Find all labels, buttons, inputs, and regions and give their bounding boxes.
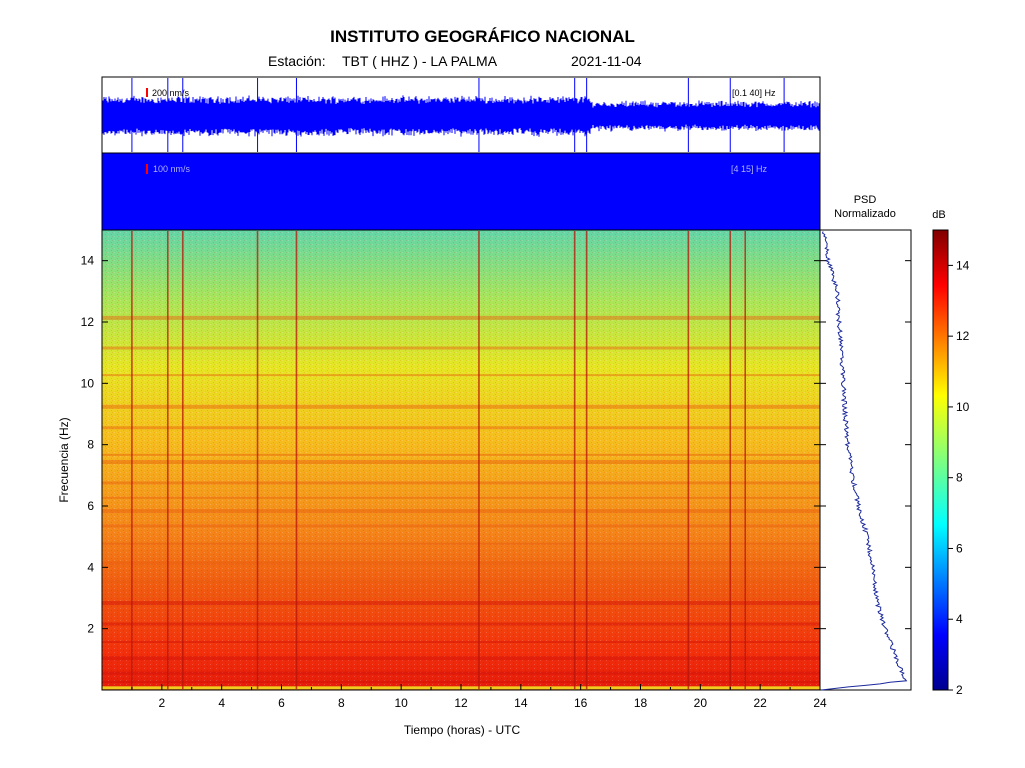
psd-title-line2: Normalizado — [834, 208, 896, 220]
spectrogram-band — [102, 601, 820, 606]
spectrogram-band — [102, 656, 820, 661]
colorbar-gradient — [932, 229, 949, 691]
x-tick-label: 2 — [158, 696, 165, 710]
trace1-waveform — [102, 95, 820, 137]
spectrogram-band — [102, 640, 820, 643]
spectrogram-band — [102, 561, 820, 566]
spectrogram-band — [102, 680, 820, 683]
y-tick-label: 8 — [87, 438, 94, 452]
psd-panel — [819, 229, 912, 691]
psd-title-line1: PSD — [853, 194, 877, 206]
psd-line — [821, 231, 908, 691]
x-tick-label: 22 — [753, 696, 767, 710]
spectrogram-band — [102, 594, 820, 597]
spectrogram-band — [102, 542, 820, 545]
x-tick-label: 12 — [454, 696, 468, 710]
y-tick-label: 2 — [87, 622, 94, 636]
spectrogram-bands — [102, 315, 820, 690]
y-tick-label: 6 — [87, 499, 94, 513]
y-axis-label: Frecuencia (Hz) — [57, 417, 71, 502]
colorbar-tick-label: 2 — [956, 683, 963, 697]
x-tick-label: 16 — [574, 696, 588, 710]
spectrogram-band — [102, 346, 820, 350]
x-axis-label: Tiempo (horas) - UTC — [404, 723, 521, 737]
trace1-scale-marker — [146, 88, 148, 97]
trace1-spikes — [131, 78, 785, 152]
y-axis-ticks: 2 4 6 8 10 12 14 — [81, 254, 820, 636]
figure-title: INSTITUTO GEOGRÁFICO NACIONAL — [330, 27, 635, 46]
date-value: 2021-11-04 — [571, 53, 642, 69]
x-tick-label: 4 — [218, 696, 225, 710]
trace1-band-label: [0.1 40] Hz — [732, 88, 776, 98]
colorbar-tick-label: 8 — [956, 471, 963, 485]
x-tick-label: 6 — [278, 696, 285, 710]
seismogram-trace-broadband: 200 nm/s [0.1 40] Hz — [101, 76, 821, 154]
spectrogram-band — [102, 579, 820, 583]
spectrogram-band — [102, 509, 820, 514]
trace2-scale-marker — [146, 164, 148, 174]
spectrogram-band — [102, 671, 820, 675]
spectrogram-band — [102, 524, 820, 528]
colorbar-unit-label: dB — [932, 209, 946, 221]
spectrogram-band — [102, 622, 820, 626]
y-tick-label: 10 — [81, 376, 95, 390]
station-label: Estación: — [268, 53, 326, 69]
colorbar-tick-label: 10 — [956, 400, 970, 414]
psd-frame — [819, 229, 912, 691]
spectrogram-band — [102, 374, 820, 377]
colorbar-tick-label: 12 — [956, 329, 970, 343]
x-tick-label: 14 — [514, 696, 528, 710]
y-tick-label: 4 — [87, 560, 94, 574]
spectrogram-noise — [102, 230, 820, 690]
x-axis-ticks: 2 4 6 8 10 12 14 16 18 20 22 24 — [131, 684, 827, 710]
colorbar-tick-label: 4 — [956, 612, 963, 626]
y-tick-label: 14 — [81, 254, 95, 268]
colorbar-ticks: 2 4 6 8 10 12 14 — [948, 258, 970, 697]
colorbar: 2 4 6 8 10 12 14 — [932, 229, 970, 697]
spectrogram-band — [102, 315, 820, 320]
x-tick-label: 8 — [338, 696, 345, 710]
psd-title: PSD Normalizado — [822, 193, 908, 221]
spectrogram-band — [102, 481, 820, 485]
colorbar-tick-label: 6 — [956, 541, 963, 555]
x-tick-label: 18 — [634, 696, 648, 710]
station-value: TBT ( HHZ ) - LA PALMA — [342, 53, 498, 69]
x-tick-label: 24 — [813, 696, 827, 710]
spectrogram-band — [102, 426, 820, 430]
x-tick-label: 10 — [394, 696, 408, 710]
x-tick-label: 20 — [694, 696, 708, 710]
y-tick-label: 12 — [81, 315, 95, 329]
spectrogram-events — [131, 231, 747, 689]
trace2-scale-label: 100 nm/s — [153, 164, 191, 174]
spectrogram-band — [102, 496, 820, 499]
trace2-band-label: [4 15] Hz — [731, 164, 768, 174]
spectrogram-band — [102, 460, 820, 464]
trace2-waveform — [101, 152, 821, 231]
colorbar-tick-label: 14 — [956, 258, 970, 272]
psd-ticks — [820, 260, 911, 630]
spectrogram-band — [102, 404, 820, 409]
seismogram-trace-filtered: 100 nm/s [4 15] Hz — [101, 152, 821, 231]
trace1-scale-label: 200 nm/s — [152, 88, 190, 98]
spectrogram-band — [102, 453, 820, 456]
